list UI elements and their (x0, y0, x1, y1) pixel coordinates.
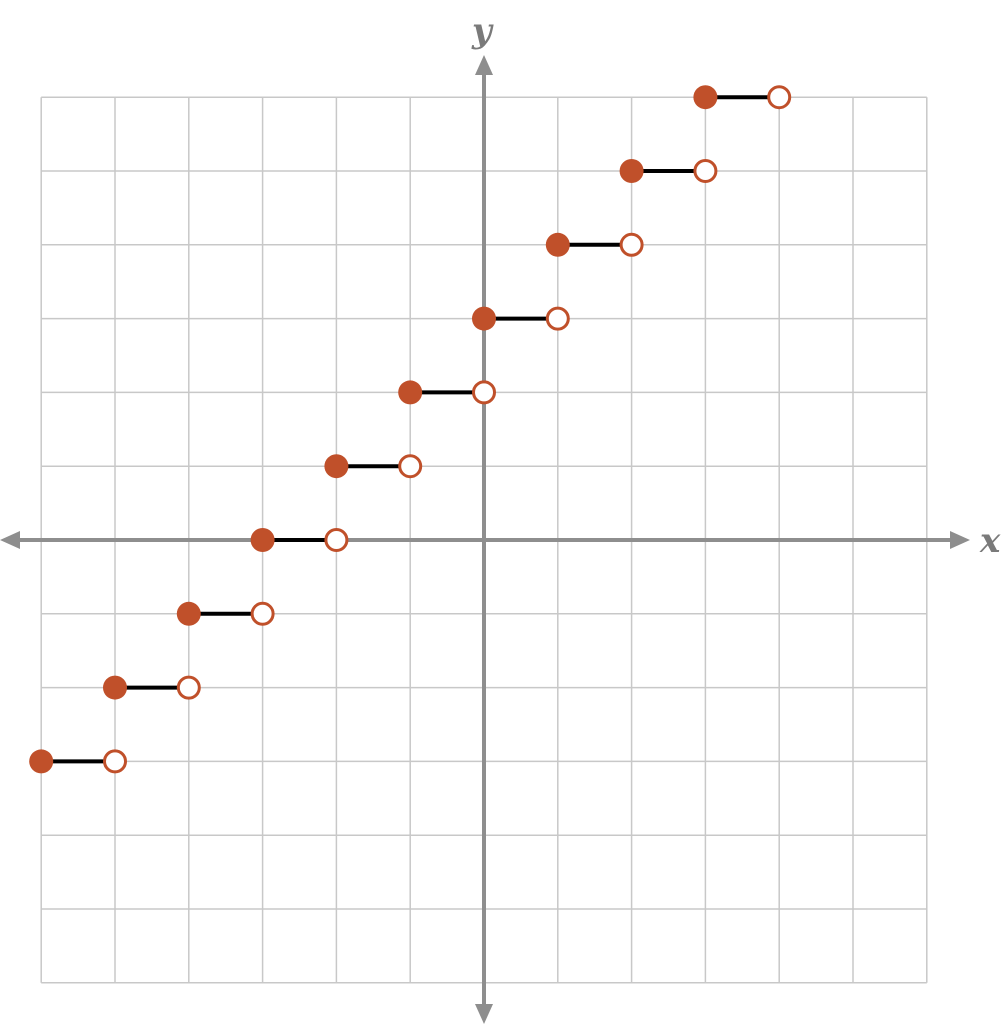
open-endpoint (398, 454, 423, 479)
open-endpoint (103, 749, 127, 774)
open-endpoint (545, 306, 570, 331)
step-segment-group (324, 454, 423, 479)
closed-endpoint (472, 306, 496, 331)
closed-endpoint (619, 159, 644, 183)
closed-endpoint (29, 749, 54, 774)
x-axis-arrow-right (950, 531, 970, 549)
x-axis-arrow-left (0, 531, 20, 549)
y-axis-arrow-down (475, 1004, 493, 1024)
closed-endpoint (103, 675, 127, 700)
open-endpoint (324, 528, 349, 552)
open-endpoint (176, 675, 201, 700)
step-segment-group (693, 85, 792, 110)
closed-endpoint (250, 528, 275, 552)
open-endpoint (619, 232, 644, 257)
step-segment-group (545, 232, 644, 257)
open-endpoint (693, 159, 718, 183)
closed-endpoint (693, 85, 718, 110)
step-segment-group (29, 749, 127, 774)
open-endpoint (767, 85, 792, 110)
open-endpoint (472, 380, 496, 405)
closed-endpoint (324, 454, 349, 479)
closed-endpoint (398, 380, 423, 405)
step-segment-group (103, 675, 201, 700)
closed-endpoint (176, 601, 201, 626)
closed-endpoint (545, 232, 570, 257)
step-segment-group (472, 306, 570, 331)
step-segment-group (619, 159, 718, 183)
step-series (29, 85, 792, 774)
y-axis-arrow-up (475, 55, 493, 75)
x-axis-label: x (979, 521, 1001, 561)
step-segment-group (176, 601, 275, 626)
open-endpoint (250, 601, 275, 626)
step-segment-group (250, 528, 349, 552)
y-axis-label: y (471, 11, 494, 51)
step-segment-group (398, 380, 496, 405)
axes: x y (0, 11, 1001, 1024)
